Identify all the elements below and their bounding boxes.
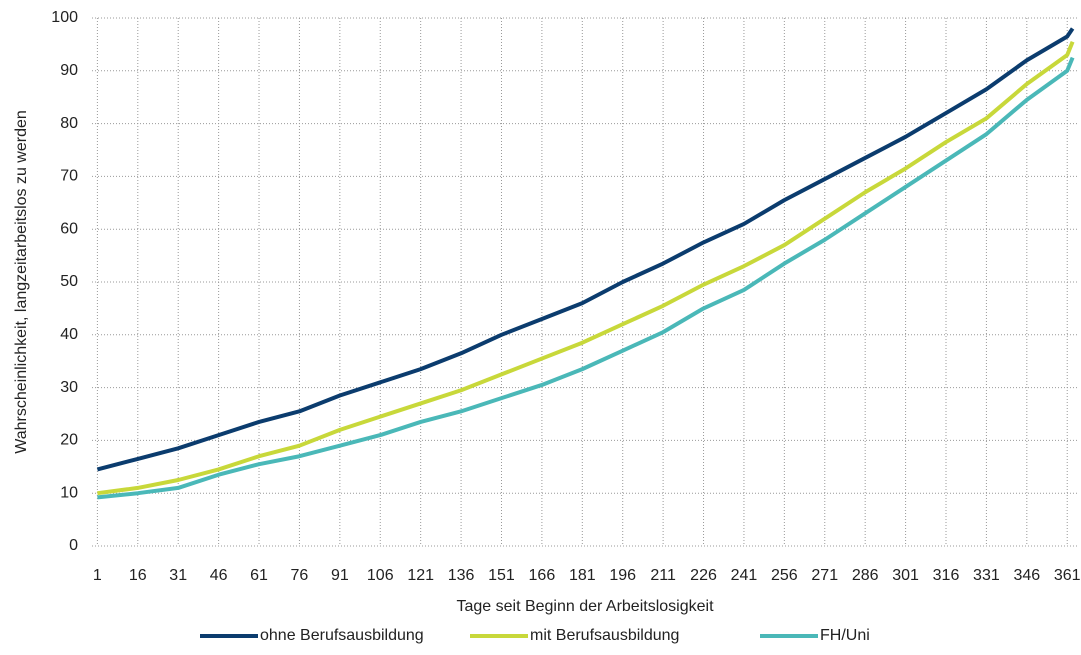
x-tick-label: 226: [690, 567, 717, 584]
x-tick-label: 1: [93, 567, 102, 584]
x-tick-label: 166: [529, 567, 556, 584]
x-tick-label: 286: [852, 567, 879, 584]
x-tick-label: 46: [210, 567, 228, 584]
y-tick-label: 90: [60, 62, 78, 79]
x-tick-label: 121: [407, 567, 434, 584]
y-axis-label: Wahrscheinlichkeit, langzeitarbeitslos z…: [13, 110, 30, 454]
x-tick-label: 301: [892, 567, 919, 584]
y-tick-label: 40: [60, 326, 78, 343]
x-tick-label: 106: [367, 567, 394, 584]
y-tick-label: 0: [69, 537, 78, 554]
series-line: [96, 27, 1075, 472]
x-tick-label: 361: [1054, 567, 1081, 584]
x-tick-label: 271: [811, 567, 838, 584]
y-tick-label: 80: [60, 115, 78, 132]
x-tick-label: 241: [731, 567, 758, 584]
x-tick-label: 346: [1013, 567, 1040, 584]
y-tick-label: 10: [60, 484, 78, 501]
legend-label: FH/Uni: [820, 627, 870, 644]
legend-label: ohne Berufsausbildung: [260, 627, 424, 644]
x-tick-label: 136: [448, 567, 475, 584]
y-tick-label: 30: [60, 379, 78, 396]
x-tick-label: 181: [569, 567, 596, 584]
x-tick-label: 91: [331, 567, 349, 584]
x-tick-label: 196: [609, 567, 636, 584]
y-tick-label: 50: [60, 273, 78, 290]
x-tick-label: 256: [771, 567, 798, 584]
x-tick-label: 76: [291, 567, 309, 584]
x-tick-label: 16: [129, 567, 147, 584]
y-tick-label: 60: [60, 220, 78, 237]
legend-label: mit Berufsausbildung: [530, 627, 679, 644]
x-tick-label: 61: [250, 567, 268, 584]
y-tick-label: 100: [51, 9, 78, 26]
series-line: [97, 41, 1075, 496]
series-line: [97, 56, 1075, 500]
x-tick-label: 316: [933, 567, 960, 584]
y-tick-label: 70: [60, 168, 78, 185]
x-axis-label: Tage seit Beginn der Arbeitslosigkeit: [456, 598, 714, 615]
x-tick-label: 331: [973, 567, 1000, 584]
y-tick-label: 20: [60, 432, 78, 449]
x-tick-label: 211: [650, 567, 676, 584]
x-tick-label: 151: [488, 567, 515, 584]
x-tick-label: 31: [169, 567, 187, 584]
